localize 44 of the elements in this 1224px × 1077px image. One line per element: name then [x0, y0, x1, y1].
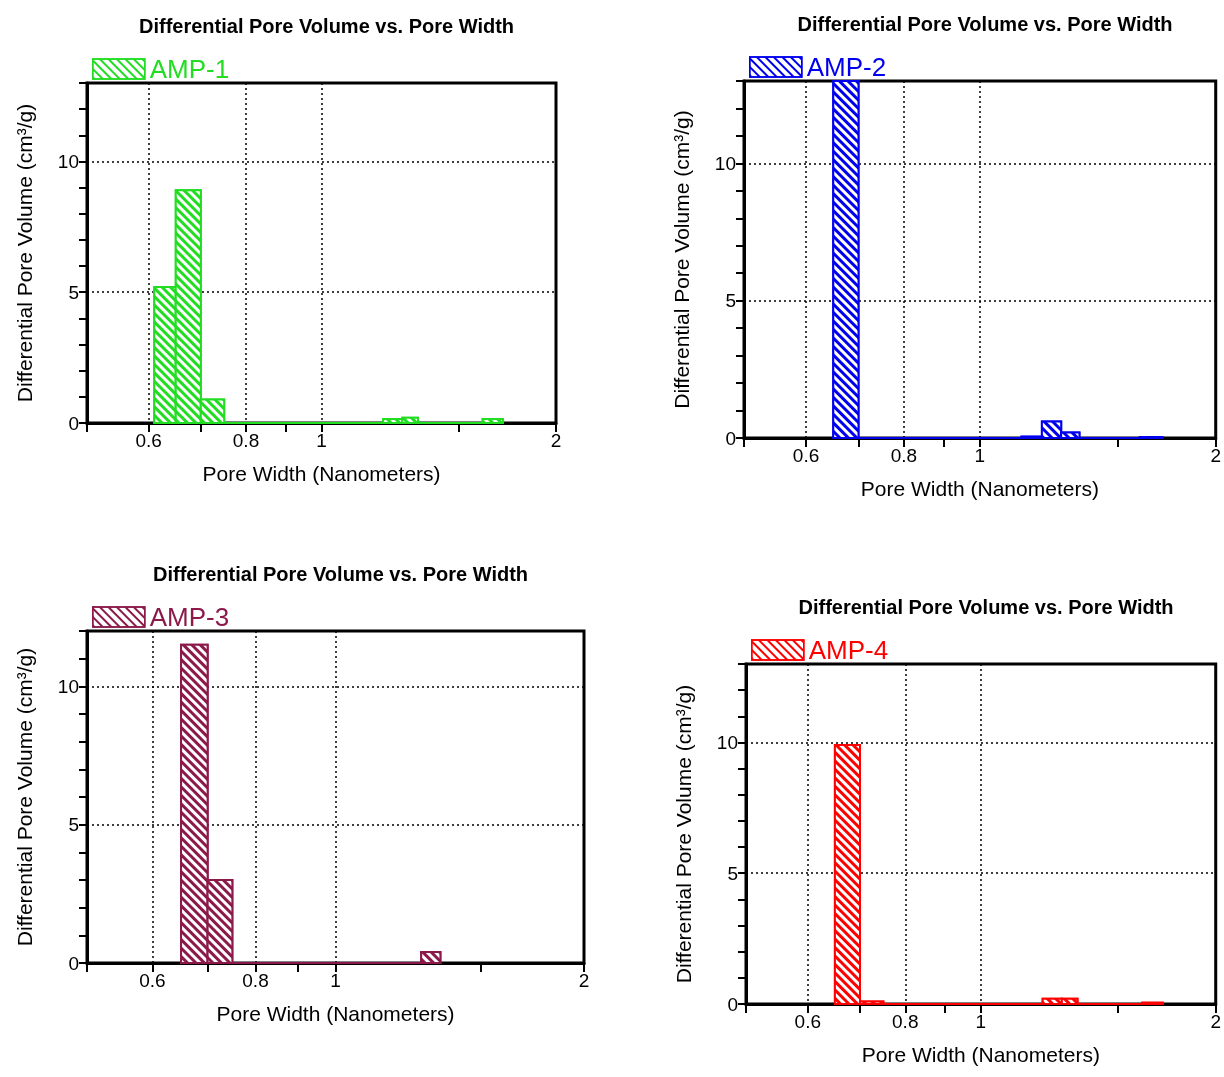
x-tick-label: 0.8: [232, 430, 260, 451]
legend-label: AMP-1: [149, 54, 230, 84]
chart-title: Differential Pore Volume vs. Pore Width: [797, 13, 1173, 35]
y-axis-title: Differential Pore Volume (cm³/g): [13, 103, 36, 403]
x-tick-label: 1: [330, 970, 341, 991]
y-tick-label: 5: [727, 862, 738, 884]
x-tick-label: 0.8: [890, 445, 918, 466]
y-tick-label: 10: [57, 675, 79, 697]
x-tick-label: 2: [578, 970, 590, 991]
x-tick-label: 0.6: [135, 430, 162, 451]
y-tick-label: 10: [716, 731, 738, 753]
x-tick-label: 0.6: [139, 970, 166, 991]
legend-label: AMP-4: [808, 635, 889, 665]
y-tick-label: 5: [725, 290, 736, 312]
legend-label: AMP-2: [806, 52, 887, 82]
y-tick-label: 0: [727, 993, 738, 1015]
chart-title: Differential Pore Volume vs. Pore Width: [798, 596, 1174, 618]
x-axis-title: Pore Width (Nanometers): [202, 462, 441, 485]
x-axis-title: Pore Width (Nanometers): [216, 1002, 455, 1025]
chart-title: Differential Pore Volume vs. Pore Width: [138, 15, 515, 37]
y-axis-title: Differential Pore Volume (cm³/g): [672, 684, 695, 984]
x-tick-label: 1: [975, 1011, 987, 1032]
x-tick-label: 1: [316, 430, 327, 451]
y-tick-label: 0: [68, 412, 79, 434]
x-tick-label: 2: [1210, 445, 1222, 466]
x-tick-label: 2: [1210, 1011, 1222, 1032]
y-tick-label: 0: [725, 427, 736, 449]
y-axis-title: Differential Pore Volume (cm³/g): [670, 110, 693, 409]
x-tick-label: 0.8: [892, 1011, 919, 1032]
y-tick-label: 5: [68, 814, 79, 836]
y-tick-label: 5: [68, 281, 79, 303]
x-tick-label: 2: [550, 430, 562, 451]
x-axis-title: Pore Width (Nanometers): [861, 1043, 1100, 1066]
y-tick-label: 10: [714, 152, 736, 174]
y-tick-label: 0: [68, 952, 79, 974]
legend-label: AMP-3: [149, 602, 230, 632]
chart-title: Differential Pore Volume vs. Pore Width: [152, 563, 529, 585]
x-tick-label: 0.6: [794, 1011, 821, 1032]
x-tick-label: 0.6: [792, 445, 820, 466]
x-tick-label: 0.8: [242, 970, 269, 991]
y-tick-label: 10: [57, 150, 79, 172]
x-axis-title: Pore Width (Nanometers): [860, 477, 1099, 500]
x-tick-label: 1: [974, 445, 986, 466]
y-axis-title: Differential Pore Volume (cm³/g): [13, 647, 36, 947]
